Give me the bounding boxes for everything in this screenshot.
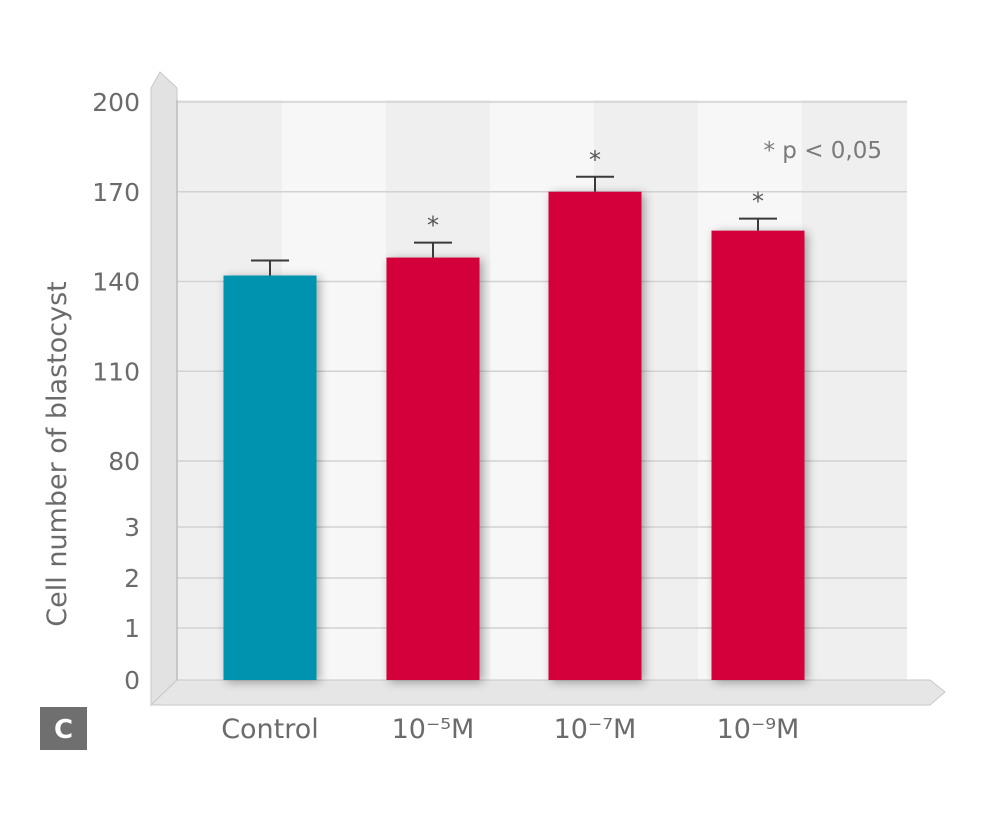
y-tick-label: 80 <box>108 447 140 476</box>
y-tick-label: 170 <box>92 178 140 207</box>
x-category-label: 10⁻⁵M <box>392 714 475 745</box>
y-tick-label: 200 <box>92 88 140 117</box>
x-axis-floor <box>149 679 946 706</box>
y-tick-label: 2 <box>124 564 140 593</box>
panel-label: C <box>40 707 87 750</box>
significance-markers: * * * <box>427 146 764 240</box>
bar <box>386 257 480 680</box>
y-tick-label: 110 <box>92 357 140 386</box>
significance-star: * <box>589 146 601 174</box>
panel-label-text: C <box>54 715 73 745</box>
y-axis-label: Cell number of blastocyst <box>42 281 73 626</box>
background-stripe <box>802 100 907 680</box>
y-tick-label: 3 <box>124 513 140 542</box>
x-axis <box>149 679 946 706</box>
y-tick-label: 1 <box>124 614 140 643</box>
y-tick-label: 140 <box>92 268 140 297</box>
bar <box>223 275 317 680</box>
x-axis-categories: Control 10⁻⁵M 10⁻⁷M 10⁻⁹M <box>221 714 799 745</box>
y-axis <box>150 71 178 707</box>
x-category-label: Control <box>221 714 319 745</box>
significance-star: * <box>752 188 764 216</box>
bar <box>711 230 805 680</box>
bars <box>223 191 805 680</box>
y-axis-ticks: 0 1 2 3 80 110 140 170 200 <box>92 88 140 695</box>
bar <box>548 191 642 680</box>
x-category-label: 10⁻⁷M <box>554 714 637 745</box>
error-bars <box>251 175 777 276</box>
y-tick-label: 0 <box>124 666 140 695</box>
panel-label-box <box>40 707 87 750</box>
y-axis-wall <box>150 71 178 707</box>
x-category-label: 10⁻⁹M <box>717 714 800 745</box>
significance-note: * p < 0,05 <box>763 138 882 164</box>
significance-star: * <box>427 212 439 240</box>
